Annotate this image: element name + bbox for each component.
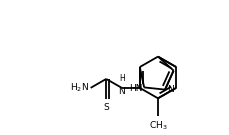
- Text: N: N: [167, 85, 174, 94]
- Text: N: N: [118, 87, 125, 96]
- Text: H: H: [119, 74, 125, 83]
- Text: CH$_3$: CH$_3$: [149, 119, 167, 132]
- Text: S: S: [103, 103, 109, 112]
- Text: HN: HN: [129, 84, 142, 93]
- Text: H$_2$N: H$_2$N: [70, 82, 89, 94]
